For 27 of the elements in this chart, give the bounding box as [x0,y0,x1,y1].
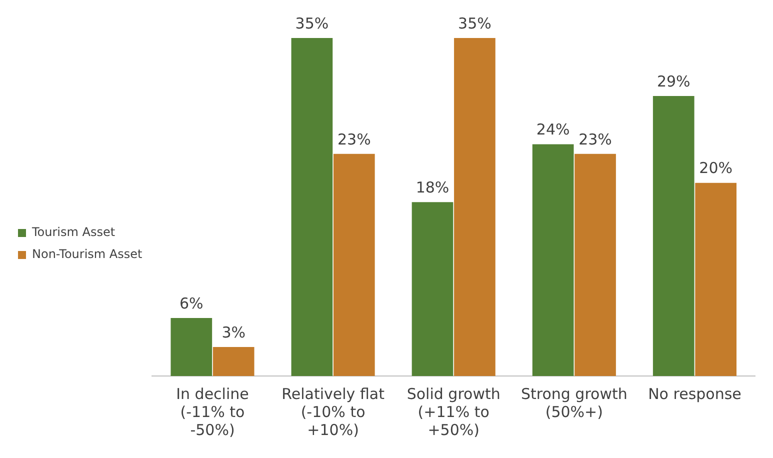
x-tick-label: Solid growth (+11% to +50%) [406,384,500,439]
bar [532,144,574,376]
legend-label: Non-Tourism Asset [32,247,143,262]
bar [695,182,736,376]
bar [652,96,694,376]
bar [574,154,616,376]
x-tick-label: In decline (-11% to -50%) [176,384,249,439]
data-label: 6% [179,294,204,312]
data-label: 35% [458,14,492,32]
bar [333,154,375,376]
data-label: 20% [699,159,732,178]
bar [212,347,254,376]
data-label: 35% [295,14,329,32]
data-label: 23% [578,130,612,148]
bar [170,318,212,376]
x-tick-label: Strong growth (50%+) [520,384,628,421]
bar [412,202,454,376]
data-label: 3% [222,323,246,342]
data-label: 23% [337,130,371,148]
data-label: 29% [656,72,690,90]
x-tick-label: No response [648,384,742,403]
x-tick-label: Relatively flat (-10% to +10%) [282,384,385,439]
data-label: 24% [536,120,570,139]
bar [454,38,496,376]
bar [291,38,333,376]
data-label: 18% [416,178,450,197]
legend-label: Tourism Asset [31,225,116,240]
